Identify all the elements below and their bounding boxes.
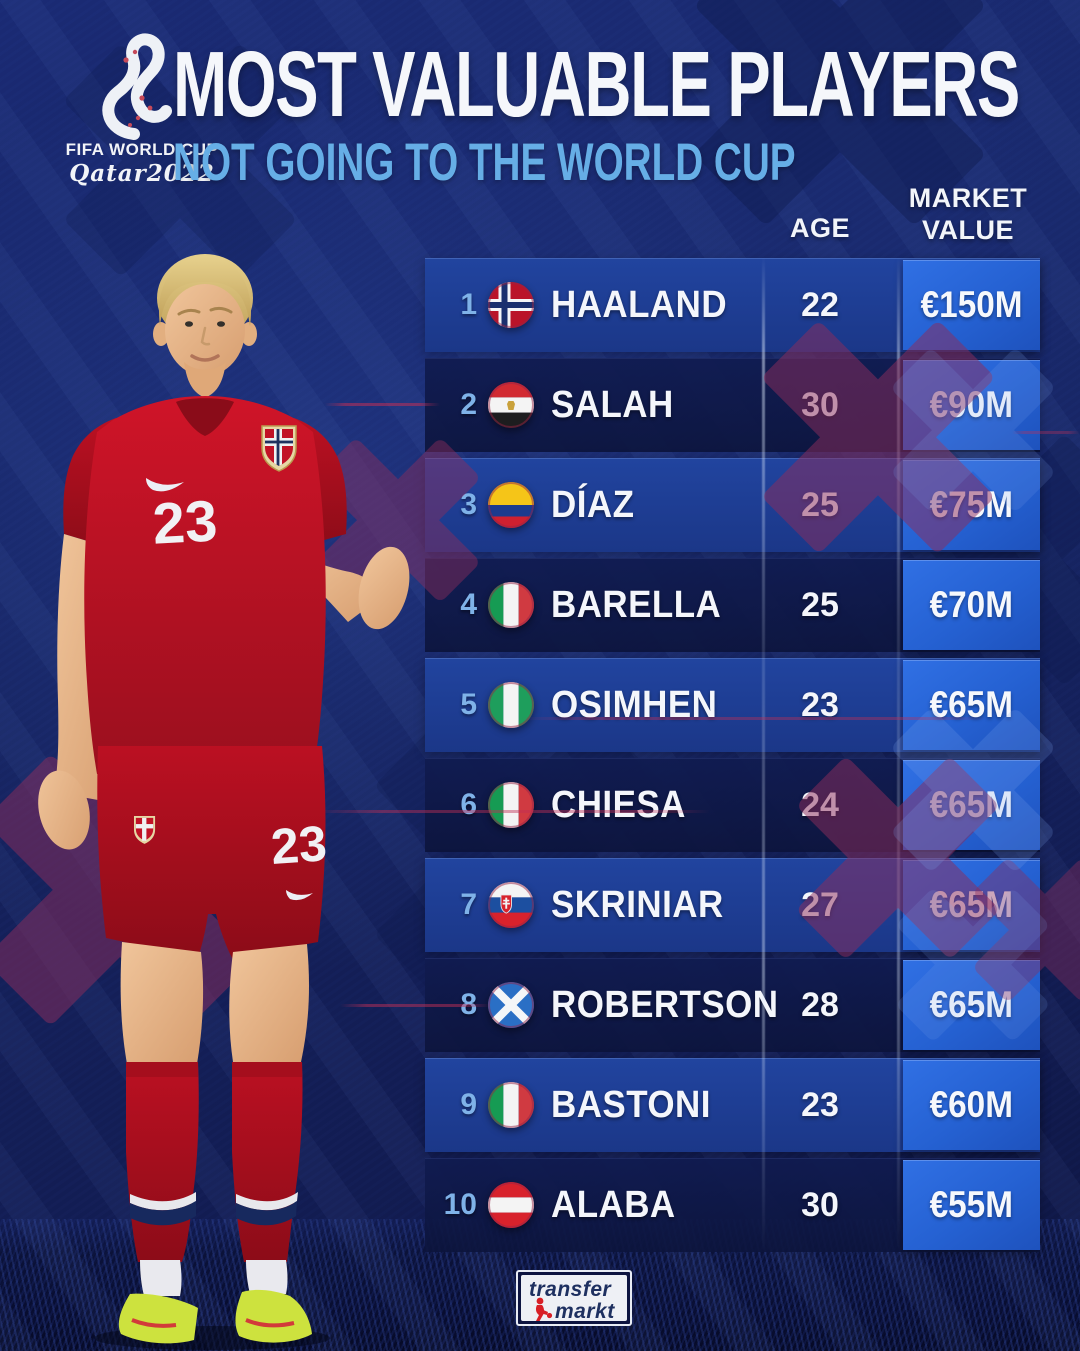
table-row: 9 BASTONI 23 €60M — [425, 1058, 1040, 1152]
player-age: 23 — [801, 1086, 839, 1124]
market-value-cell: €90M — [903, 360, 1040, 450]
player-rank: 7 — [460, 888, 477, 921]
flag-norway-icon — [488, 282, 534, 328]
table-row: 2 SALAH 30 €90M — [425, 358, 1040, 452]
market-value: €65M — [929, 784, 1014, 825]
flag-egypt-icon — [488, 382, 534, 428]
table-row: 10 ALABA 30 €55M — [425, 1158, 1040, 1252]
transfermarkt-logo: transfer markt — [516, 1270, 632, 1326]
player-name: DÍAZ — [551, 484, 635, 526]
player-age: 24 — [801, 786, 839, 824]
table-row: 3 DÍAZ 25 €75M — [425, 458, 1040, 552]
qatar-2022-emblem-icon — [102, 33, 172, 140]
transfermarkt-wordmark-bottom: markt — [555, 1300, 615, 1321]
column-header-age: AGE — [789, 213, 850, 243]
player-name: CHIESA — [551, 784, 686, 826]
flag-colombia-icon — [488, 482, 534, 528]
market-value: €90M — [929, 384, 1014, 425]
flag-italy-icon — [488, 782, 534, 828]
table-row: 6 CHIESA 24 €65M — [425, 758, 1040, 852]
player-rank: 4 — [460, 588, 477, 621]
player-name: BASTONI — [551, 1084, 711, 1126]
norway-crest-icon — [261, 425, 297, 472]
player-rank: 1 — [460, 288, 477, 321]
player-name: BARELLA — [551, 584, 722, 626]
player-age: 27 — [801, 886, 839, 924]
nike-swoosh-icon — [146, 478, 184, 492]
player-rank: 9 — [460, 1088, 477, 1121]
player-leg — [120, 942, 204, 1064]
market-value-cell: €65M — [903, 960, 1040, 1050]
market-label: MARKET — [908, 183, 1028, 213]
value-label: VALUE — [921, 215, 1014, 246]
player-rank: 3 — [460, 488, 477, 521]
table-row: 1 HAALAND 22 €150M — [425, 258, 1040, 352]
fifa-world-cup-text: FIFA WORLD CUP — [65, 140, 219, 159]
player-name: ROBERTSON — [551, 984, 779, 1026]
flag-austria-icon — [488, 1182, 534, 1228]
table-row: 7 SKRINIAR 27 €65M — [425, 858, 1040, 952]
player-name: OSIMHEN — [551, 684, 718, 726]
player-age: 30 — [801, 1186, 839, 1224]
player-name: ALABA — [551, 1184, 676, 1226]
table-row: 8 ROBERTSON 28 €65M — [425, 958, 1040, 1052]
market-value: €55M — [929, 1184, 1014, 1225]
player-name: SKRINIAR — [551, 884, 724, 926]
market-value-cell: €60M — [903, 1060, 1040, 1150]
market-value-cell: €65M — [903, 860, 1040, 950]
page-subtitle: NOT GOING TO THE WORLD CUP — [173, 133, 796, 193]
shorts-number: 23 — [269, 815, 328, 875]
flag-slovakia-icon — [488, 882, 534, 928]
player-rank: 5 — [460, 688, 477, 721]
market-value-cell: €70M — [903, 560, 1040, 650]
player-rank: 2 — [460, 388, 477, 421]
table-row: 5 OSIMHEN 23 €65M — [425, 658, 1040, 752]
sock — [126, 1062, 199, 1262]
market-value-cell: €55M — [903, 1160, 1040, 1250]
transfermarkt-wordmark-top: transfer — [529, 1278, 612, 1301]
boot — [118, 1293, 198, 1344]
player-photo-haaland: 23 23 — [38, 254, 410, 1350]
flag-italy-icon — [488, 582, 534, 628]
player-rank: 6 — [460, 788, 477, 821]
market-value-cell: €150M — [903, 260, 1040, 350]
player-age: 25 — [801, 586, 839, 624]
flag-italy-icon — [488, 1082, 534, 1128]
market-value: €65M — [929, 684, 1014, 725]
page-title: MOST VALUABLE PLAYERS — [173, 32, 1020, 136]
player-age: 22 — [801, 286, 839, 324]
rankings-table: 1 HAALAND 22 €150M 2 SALAH 30 €90M 3 DÍA… — [425, 258, 1040, 1258]
player-age: 25 — [801, 486, 839, 524]
market-value: €65M — [929, 884, 1014, 925]
shorts-crest-icon — [134, 816, 156, 844]
player-rank: 10 — [443, 1188, 477, 1221]
column-header-market-value: MARKET VALUE — [888, 182, 1048, 247]
player-name: HAALAND — [551, 284, 728, 326]
jersey — [84, 396, 326, 774]
flag-nigeria-icon — [488, 682, 534, 728]
kicking-player-icon — [535, 1297, 553, 1321]
player-age: 30 — [801, 386, 839, 424]
market-value: €150M — [920, 284, 1023, 325]
market-value-cell: €75M — [903, 460, 1040, 550]
shorts — [97, 746, 326, 958]
market-value-cell: €65M — [903, 660, 1040, 750]
player-age: 28 — [801, 986, 839, 1024]
player-age: 23 — [801, 686, 839, 724]
jersey-number-chest: 23 — [151, 488, 219, 556]
market-value: €75M — [929, 484, 1014, 525]
qatar-2022-text: Qatar2022 — [69, 160, 215, 187]
market-value: €60M — [929, 1084, 1014, 1125]
table-row: 4 BARELLA 25 €70M — [425, 558, 1040, 652]
player-name: SALAH — [551, 384, 674, 426]
fifa-world-cup-logo: FIFA WORLD CUP Qatar2022 — [38, 30, 238, 200]
market-value: €70M — [929, 584, 1014, 625]
market-value: €65M — [929, 984, 1014, 1025]
market-value-cell: €65M — [903, 760, 1040, 850]
flag-scotland-icon — [488, 982, 534, 1028]
